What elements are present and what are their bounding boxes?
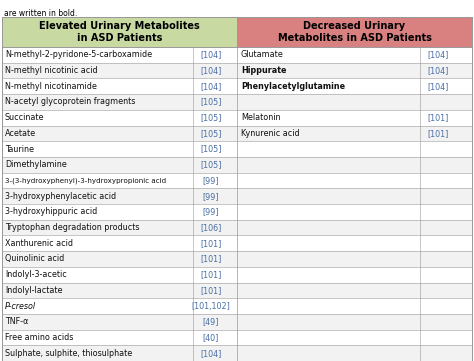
Text: Sulphate, sulphite, thiosulphate: Sulphate, sulphite, thiosulphate [5,349,132,358]
Text: Succinate: Succinate [5,113,45,122]
Text: [40]: [40] [203,333,219,342]
Text: Indolyl-3-acetic: Indolyl-3-acetic [5,270,67,279]
Text: [49]: [49] [203,317,219,326]
Text: Kynurenic acid: Kynurenic acid [241,129,300,138]
Bar [2,110,472,126]
Text: 3-(3-hydroxyphenyl)-3-hydroxypropionic acid: 3-(3-hydroxyphenyl)-3-hydroxypropionic a… [5,177,166,184]
Bar [2,173,472,188]
Text: [99]: [99] [203,207,219,216]
Bar [2,141,472,157]
Bar [2,345,472,361]
Bar [2,63,472,78]
Text: [101]: [101] [428,129,449,138]
Text: [105]: [105] [200,113,222,122]
Bar [2,235,472,251]
Bar [2,204,472,220]
Bar [2,47,472,361]
Text: Decreased Urinary
Metabolites in ASD Patients: Decreased Urinary Metabolites in ASD Pat… [278,21,431,43]
Text: [104]: [104] [201,349,222,358]
Text: Acetate: Acetate [5,129,36,138]
Bar [2,298,472,314]
Text: Taurine: Taurine [5,144,34,153]
Text: [104]: [104] [428,50,449,59]
Text: are written in bold.: are written in bold. [4,9,77,18]
Bar [2,314,472,330]
Text: 3-hydroxyphenylacetic acid: 3-hydroxyphenylacetic acid [5,192,116,201]
Text: Tryptophan degradation products: Tryptophan degradation products [5,223,139,232]
Text: Quinolinic acid: Quinolinic acid [5,255,64,264]
Text: [99]: [99] [203,192,219,201]
Text: [101]: [101] [201,270,222,279]
Text: [104]: [104] [201,66,222,75]
Text: Free amino acids: Free amino acids [5,333,73,342]
Text: [99]: [99] [203,176,219,185]
Text: N-methyl nicotinamide: N-methyl nicotinamide [5,82,97,91]
Text: [104]: [104] [201,50,222,59]
Text: [101,102]: [101,102] [191,301,230,310]
Text: 3-hydroxyhippuric acid: 3-hydroxyhippuric acid [5,207,97,216]
Bar [2,251,472,267]
Text: P-cresol: P-cresol [5,301,36,310]
Bar [2,188,472,204]
Text: [101]: [101] [428,113,449,122]
Text: [101]: [101] [201,286,222,295]
Bar [2,47,472,63]
Text: [104]: [104] [428,66,449,75]
Text: [105]: [105] [200,129,222,138]
Text: [104]: [104] [428,82,449,91]
Bar [2,283,472,298]
Bar [2,267,472,283]
Text: Melatonin: Melatonin [241,113,281,122]
Bar [2,157,472,173]
Bar [2,94,472,110]
Text: Elevated Urinary Metabolites
in ASD Patients: Elevated Urinary Metabolites in ASD Pati… [39,21,200,43]
Bar [237,17,472,47]
Text: [104]: [104] [201,82,222,91]
Bar [2,330,472,345]
Text: Glutamate: Glutamate [241,50,284,59]
Text: Phenylacetylglutamine: Phenylacetylglutamine [241,82,345,91]
Text: [105]: [105] [200,160,222,169]
Bar [2,17,237,47]
Text: Dimethylamine: Dimethylamine [5,160,67,169]
Text: [101]: [101] [201,255,222,264]
Text: N-methyl-2-pyridone-5-carboxamide: N-methyl-2-pyridone-5-carboxamide [5,50,152,59]
Text: Hippurate: Hippurate [241,66,286,75]
Bar [2,126,472,141]
Text: Xanthurenic acid: Xanthurenic acid [5,239,73,248]
Text: [106]: [106] [201,223,222,232]
Text: [105]: [105] [200,97,222,106]
Text: N-acetyl glycoprotein fragments: N-acetyl glycoprotein fragments [5,97,136,106]
Bar [2,220,472,235]
Text: TNF-α: TNF-α [5,317,28,326]
Text: N-methyl nicotinic acid: N-methyl nicotinic acid [5,66,98,75]
Text: Indolyl-lactate: Indolyl-lactate [5,286,63,295]
Bar [2,78,472,94]
Text: [101]: [101] [201,239,222,248]
Text: [105]: [105] [200,144,222,153]
